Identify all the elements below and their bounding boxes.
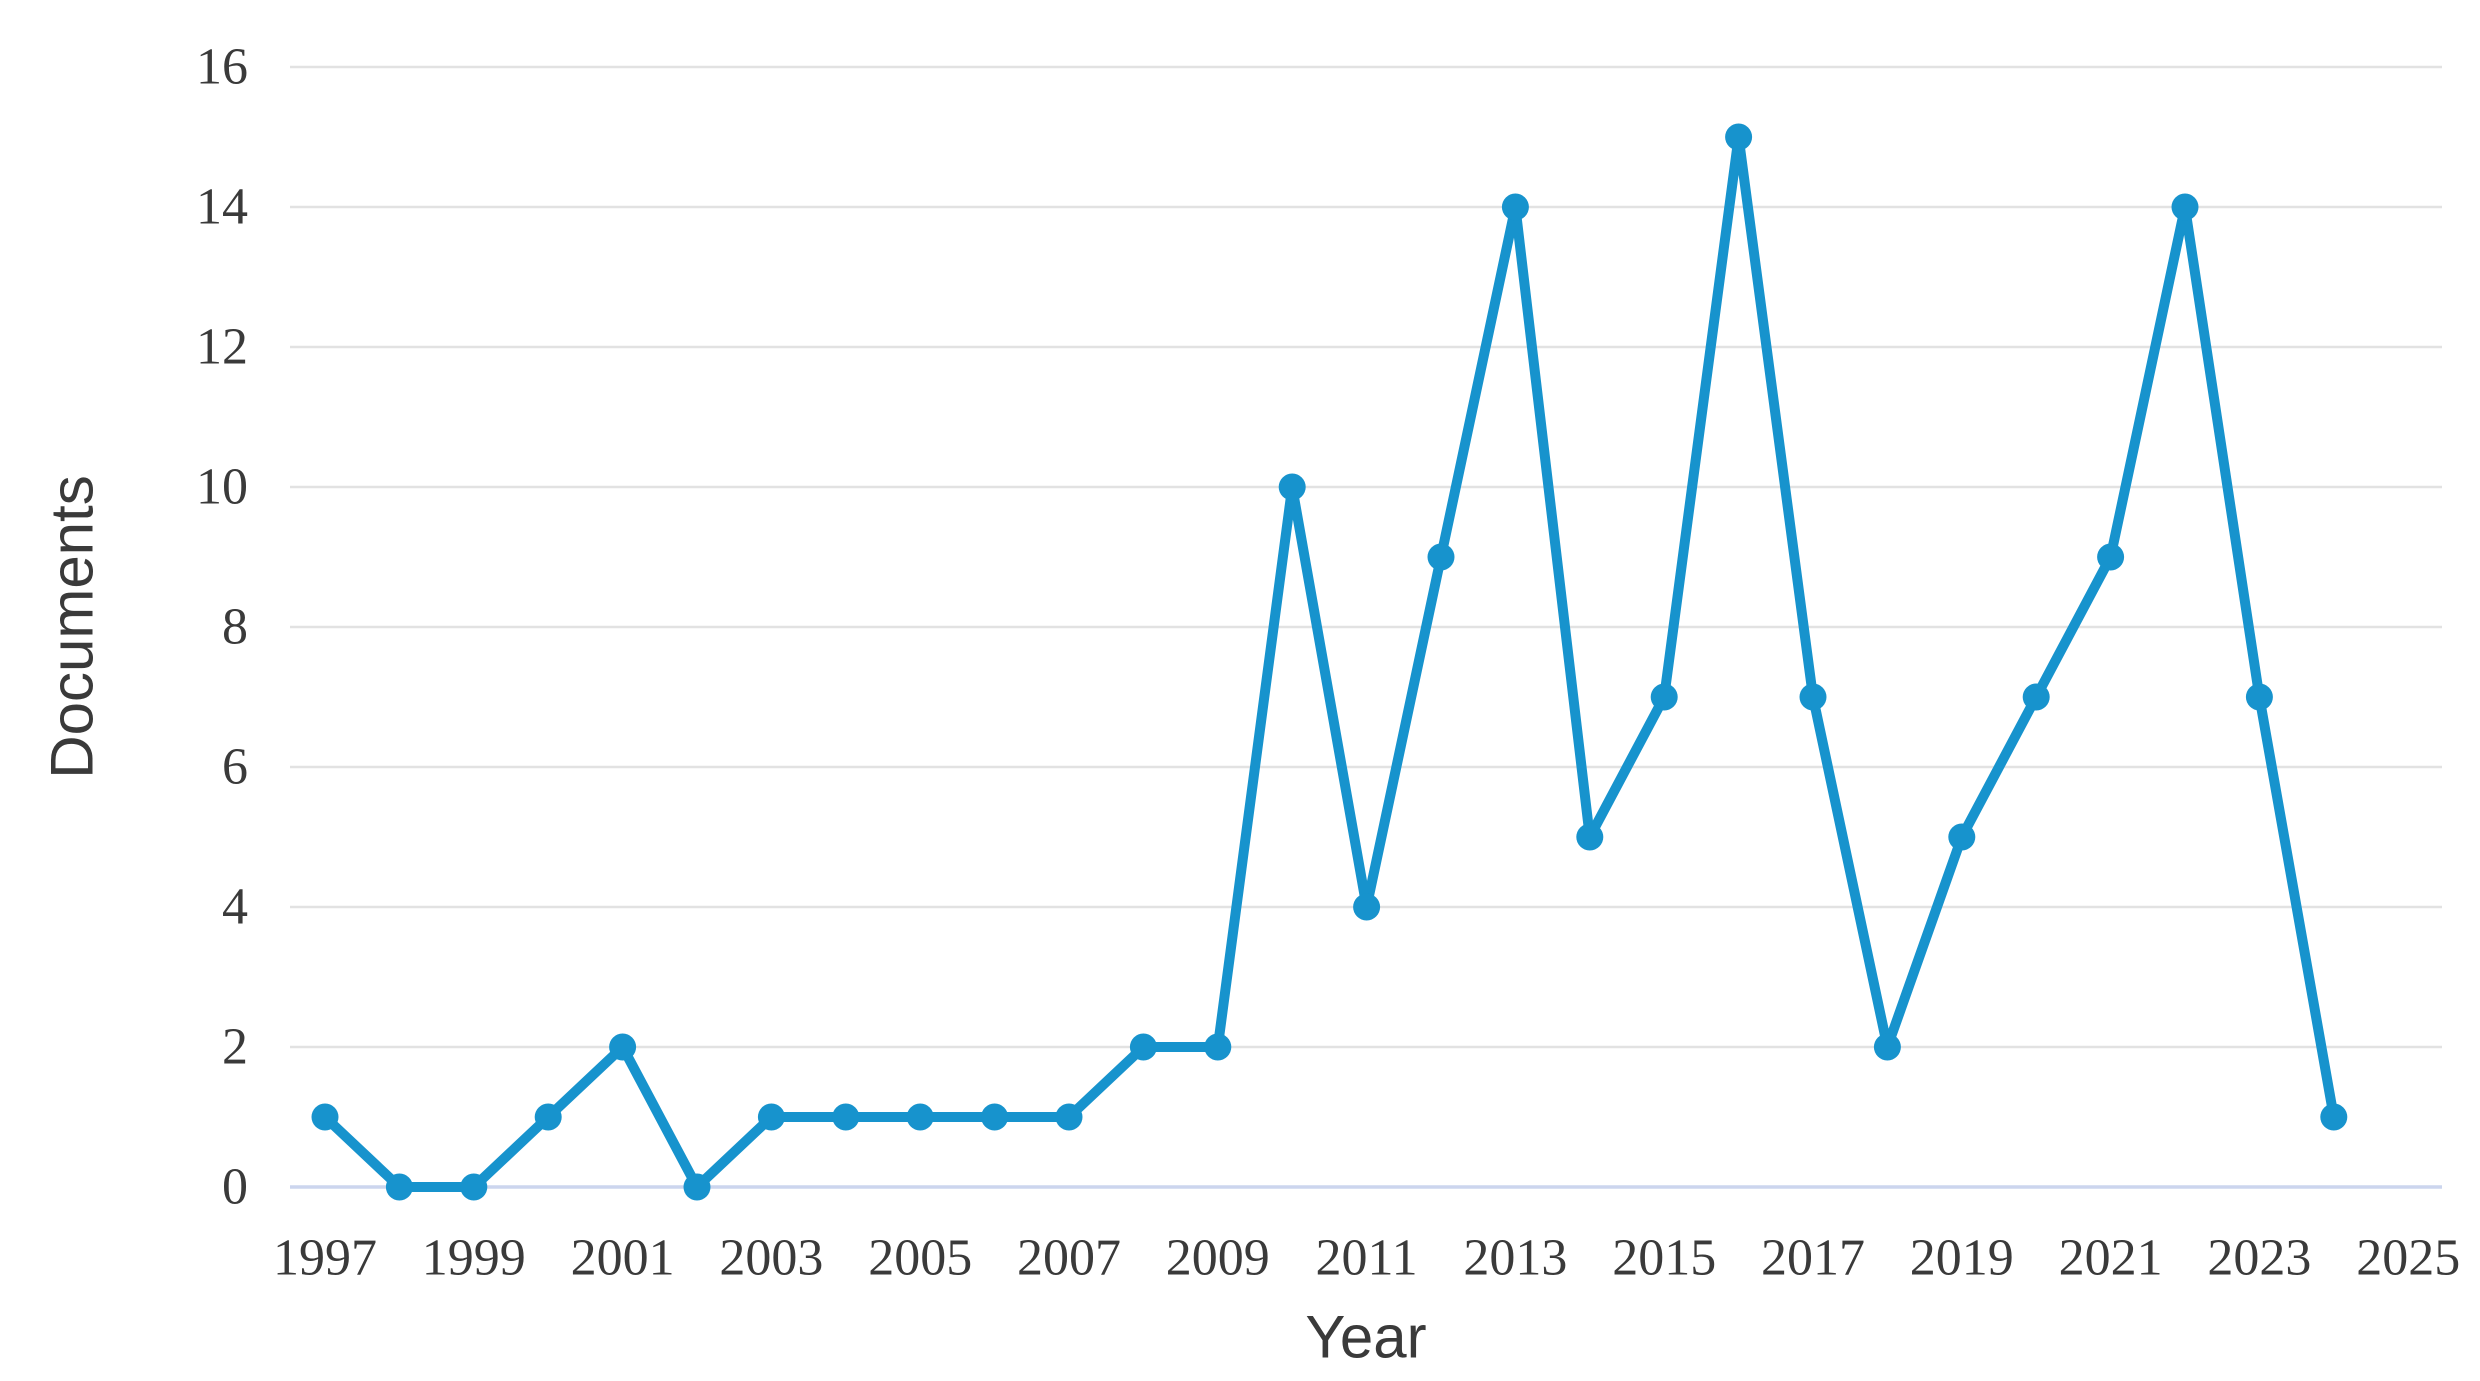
x-tick-label-2017: 2017 [1761,1230,1865,1287]
x-tick-label-2019: 2019 [1910,1230,2014,1287]
data-point-2006 [981,1103,1009,1131]
y-tick-label-8: 8 [222,599,248,656]
series-line [320,132,2339,1192]
y-tick-label-2: 2 [222,1019,248,1076]
data-point-2023 [2245,683,2273,711]
data-point-2024 [2320,1103,2348,1131]
data-point-2009 [1204,1033,1232,1061]
x-tick-label-2007: 2007 [1017,1230,1121,1287]
x-tick-label-2023: 2023 [2207,1230,2311,1287]
x-tick-label-2021: 2021 [2059,1230,2163,1287]
data-point-2012 [1427,543,1455,571]
y-tick-label-10: 10 [196,459,248,516]
y-axis-title: Documents [39,475,106,778]
x-tick-label-1999: 1999 [422,1230,526,1287]
x-tick-label-2005: 2005 [868,1230,972,1287]
data-point-2004 [832,1103,860,1131]
y-tick-label-16: 16 [196,39,248,96]
data-point-2020 [2022,683,2050,711]
y-axis-tick-labels: 0 2 4 6 8 10 12 14 16 [196,39,248,1216]
data-point-2017 [1799,683,1827,711]
x-axis-tick-labels: 1997 1999 2001 2003 2005 2007 2009 2011 2013 2015… [273,1230,2460,1287]
data-point-2021 [2097,543,2125,571]
data-point-2018 [1873,1033,1901,1061]
data-point-2008 [1129,1033,1157,1061]
data-point-2011 [1353,893,1381,921]
gridlines [290,65,2442,1189]
data-point-2013 [1501,193,1529,221]
x-tick-label-2009: 2009 [1166,1230,1270,1287]
data-point-2014 [1576,823,1604,851]
data-point-2003 [757,1103,785,1131]
y-tick-label-4: 4 [222,879,248,936]
data-point-2015 [1650,683,1678,711]
y-tick-label-0: 0 [222,1159,248,1216]
data-point-2000 [534,1103,562,1131]
x-tick-label-2001: 2001 [571,1230,675,1287]
x-tick-label-2015: 2015 [1612,1230,1716,1287]
data-point-2022 [2171,193,2199,221]
x-tick-label-2011: 2011 [1316,1230,1418,1287]
data-point-2005 [906,1103,934,1131]
data-point-markers [311,123,2348,1201]
x-tick-label-2003: 2003 [719,1230,823,1287]
data-point-1998 [385,1173,413,1201]
y-tick-label-6: 6 [222,739,248,796]
data-point-2019 [1948,823,1976,851]
y-tick-label-14: 14 [196,179,248,236]
data-point-2010 [1278,473,1306,501]
data-point-2001 [609,1033,637,1061]
data-point-2002 [683,1173,711,1201]
data-point-2007 [1055,1103,1083,1131]
x-tick-label-2013: 2013 [1463,1230,1567,1287]
x-tick-label-1997: 1997 [273,1230,377,1287]
x-tick-label-2025: 2025 [2356,1230,2460,1287]
data-point-1997 [311,1103,339,1131]
data-point-1999 [460,1173,488,1201]
x-axis-title: Year [1305,1304,1426,1371]
y-tick-label-12: 12 [196,319,248,376]
data-point-2016 [1725,123,1753,151]
